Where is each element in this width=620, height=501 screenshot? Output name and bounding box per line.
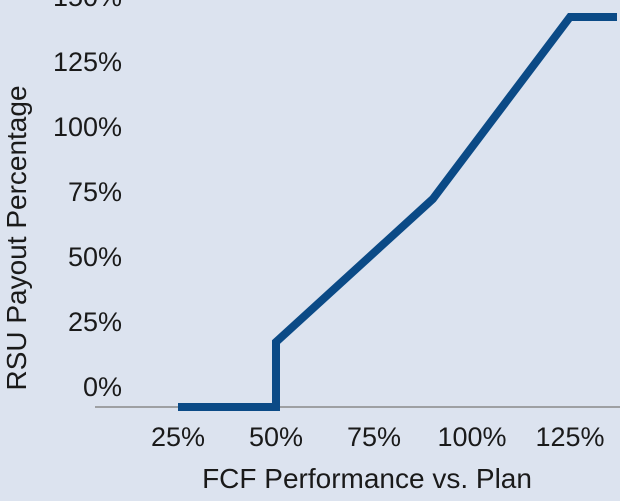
y-tick-label: 75%	[68, 177, 122, 207]
y-tick-label: 150%	[53, 0, 122, 12]
y-tick-label: 25%	[68, 307, 122, 337]
x-tick-label: 50%	[249, 422, 303, 452]
y-tick-labels: 0% 25% 50% 75% 100% 125% 150%	[53, 0, 122, 402]
y-tick-label: 50%	[68, 242, 122, 272]
x-tick-label: 100%	[437, 422, 506, 452]
y-axis-title: RSU Payout Percentage	[1, 85, 32, 390]
x-tick-label: 25%	[151, 422, 205, 452]
y-tick-label: 125%	[53, 47, 122, 77]
x-axis-title: FCF Performance vs. Plan	[202, 463, 532, 494]
y-tick-label: 0%	[83, 372, 122, 402]
x-tick-label: 75%	[347, 422, 401, 452]
x-tick-labels: 25% 50% 75% 100% 125%	[151, 422, 605, 452]
series-line	[178, 13, 617, 411]
y-tick-label: 100%	[53, 112, 122, 142]
x-tick-label: 125%	[535, 422, 604, 452]
